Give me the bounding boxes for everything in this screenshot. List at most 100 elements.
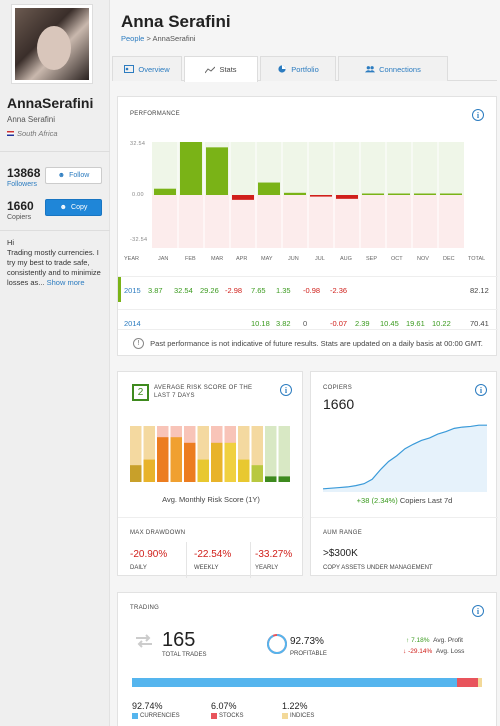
perf-bar-feb[interactable] [180,142,202,195]
show-more-link[interactable]: Show more [46,278,85,287]
month-label: SEP [366,256,378,262]
instrument-split-bar [132,678,482,687]
drawdown-yearly-label: YEARLY [255,565,279,571]
month-label: JAN [158,256,169,262]
tab-stats[interactable]: Stats [184,56,258,82]
exclamation-icon: ! [133,338,145,349]
legend-indices: 1.22% INDICES [282,701,315,719]
perf-bar-mar[interactable] [206,147,228,195]
breadcrumb: People > AnnaSerafini [121,34,196,43]
year-label: 2015 [124,286,141,295]
month-label: MAY [261,256,273,262]
perf-bar-jan[interactable] [154,188,176,195]
copiers-value: 1660 [323,396,355,412]
country: South Africa [7,129,58,138]
month-label: JUL [315,256,325,262]
tab-overview[interactable]: Overview [112,56,182,81]
risk-bar[interactable] [224,442,237,482]
risk-bar[interactable] [197,459,210,482]
month-label: AUG [340,256,352,262]
copy-button[interactable]: ☻ Copy [45,199,102,216]
risk-bar[interactable] [157,437,169,482]
perf-value: 10.22 [432,319,451,328]
info-icon[interactable]: i [472,605,484,617]
total-trades: 165 [162,629,196,651]
risk-bar[interactable] [278,476,291,482]
y-tick-mid: 0.00 [132,192,144,198]
perf-value: 3.87 [148,286,163,295]
info-icon[interactable]: i [280,384,292,396]
risk-bar[interactable] [238,459,250,482]
tab-connections[interactable]: Connections [338,56,448,81]
pie-chart-icon [278,65,286,73]
disclaimer: ! Past performance is not indicative of f… [118,329,498,357]
perf-value: 3.82 [276,319,291,328]
perf-value: -2.98 [225,286,243,295]
info-icon[interactable]: i [472,109,484,121]
risk-score-badge: 2 [132,384,149,401]
perf-bar-jul[interactable] [310,195,332,197]
performance-heading: PERFORMANCE [130,111,180,117]
split-segment-currencies[interactable] [132,678,457,687]
risk-caption: Avg. Monthly Risk Score (1Y) [162,495,260,504]
risk-bar[interactable] [170,437,183,482]
copiers-delta-row: +38 (2.34%) Copiers Last 7d [356,496,453,505]
risk-chart [130,426,290,482]
full-name: Anna Serafini [7,115,56,124]
performance-card: PERFORMANCE i 32.54 0.00 -32.54 YEAR JAN F… [117,96,498,357]
perf-bar-sep[interactable] [362,193,384,196]
risk-bar[interactable] [130,465,142,482]
risk-bar[interactable] [184,442,196,482]
perf-bar-apr[interactable] [232,195,254,200]
perf-bar-may[interactable] [258,182,280,195]
risk-bar-bg [238,426,250,482]
year-total: 82.12 [470,286,489,295]
month-label: FEB [185,256,196,262]
flag-icon [7,131,14,136]
risk-bar[interactable] [251,465,264,482]
perf-bar-dec[interactable] [440,193,462,196]
about-text: Hi Trading mostly currencies. I try my b… [7,238,101,287]
trading-heading: TRADING [130,605,160,611]
month-label: YEAR [124,256,139,262]
month-label: OCT [391,256,403,262]
info-icon[interactable]: i [475,384,487,396]
month-label: JUN [288,256,299,262]
risk-bar[interactable] [211,442,223,482]
users-icon [365,66,376,73]
avg-profit-row: ↑ 7.18% Avg. Profit [406,637,463,644]
aum-label: COPY ASSETS UNDER MANAGEMENT [323,565,433,571]
perf-value: 0 [303,319,308,328]
copiers-card: COPIERS i 1660 +38 (2.34%) Copiers Last … [310,371,498,576]
perf-bar-jun[interactable] [284,192,306,195]
perf-bar-oct[interactable] [388,193,410,196]
perf-value: -0.07 [330,319,348,328]
copy-icon: ☻ [59,204,68,211]
tab-portfolio[interactable]: Portfolio [260,56,336,81]
y-tick-bottom: -32.54 [130,237,148,243]
split-segment-indices[interactable] [477,678,482,687]
risk-bar-bg [143,426,155,482]
drawdown-daily: -20.90% [130,549,168,560]
drawdown-daily-label: DAILY [130,565,147,571]
followers-label[interactable]: Followers [7,181,37,188]
month-label: MAR [211,256,224,262]
avatar[interactable] [11,4,93,84]
aum-heading: AUM RANGE [323,530,363,536]
risk-bar[interactable] [265,476,277,482]
risk-bar-bg [265,426,277,482]
copiers-label: Copiers [7,214,32,221]
perf-bar-nov[interactable] [414,193,436,196]
follow-button[interactable]: ☻ Follow [45,167,102,184]
profile-sidebar: AnnaSerafini Anna Serafini South Africa … [0,0,110,726]
perf-bar-aug[interactable] [336,195,358,199]
perf-value: -2.36 [330,286,348,295]
copiers-chart [323,424,487,492]
risk-bar[interactable] [143,459,156,482]
username: AnnaSerafini [7,95,94,111]
perf-value: 29.26 [200,286,219,295]
split-segment-stocks[interactable] [456,678,478,687]
breadcrumb-people[interactable]: People [121,34,145,43]
copiers-count: 1660 [7,199,34,213]
year-label: 2014 [124,319,141,328]
